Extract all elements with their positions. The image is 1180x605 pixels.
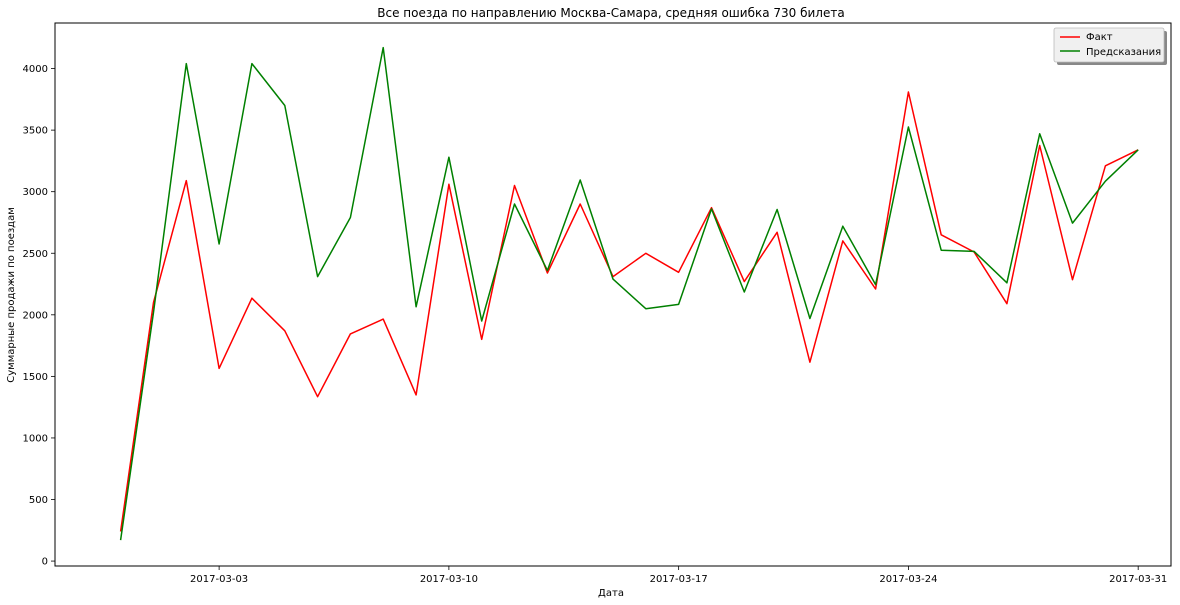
y-tick-label: 0	[42, 557, 48, 568]
series-layer	[119, 46, 1139, 541]
y-axis-label: Суммарные продажи по поездам	[6, 207, 17, 383]
y-tick-label: 500	[29, 495, 48, 506]
plot-area	[54, 22, 1172, 567]
x-axis: 2017-03-03 2017-03-10 2017-03-17 2017-03-24…	[190, 566, 1167, 585]
x-tick-label: 2017-03-17	[650, 574, 708, 585]
y-tick-label: 2000	[23, 310, 48, 321]
legend-label-fact: Факт	[1086, 32, 1113, 43]
x-tick-label: 2017-03-24	[879, 574, 937, 585]
y-tick-label: 2500	[23, 249, 48, 260]
y-tick-label: 4000	[23, 64, 48, 75]
y-axis: 0 500 1000 1500 2000 2500 3000 3500 4000	[23, 64, 55, 568]
legend: Факт Предсказания	[1053, 27, 1167, 65]
y-tick-label: 3000	[23, 187, 48, 198]
x-tick-label: 2017-03-10	[420, 574, 478, 585]
legend-box	[1053, 27, 1165, 63]
y-tick-label: 1000	[23, 433, 48, 444]
chart-title: Все поезда по направлению Москва-Самара,…	[377, 6, 844, 20]
legend-label-predictions: Предсказания	[1086, 47, 1161, 58]
x-tick-label: 2017-03-03	[190, 574, 248, 585]
x-tick-label: 2017-03-31	[1109, 574, 1167, 585]
series-line-1	[119, 46, 1139, 541]
x-axis-label: Дата	[598, 588, 624, 599]
y-tick-label: 1500	[23, 372, 48, 383]
series-line-0	[119, 91, 1139, 532]
y-tick-label: 3500	[23, 126, 48, 137]
